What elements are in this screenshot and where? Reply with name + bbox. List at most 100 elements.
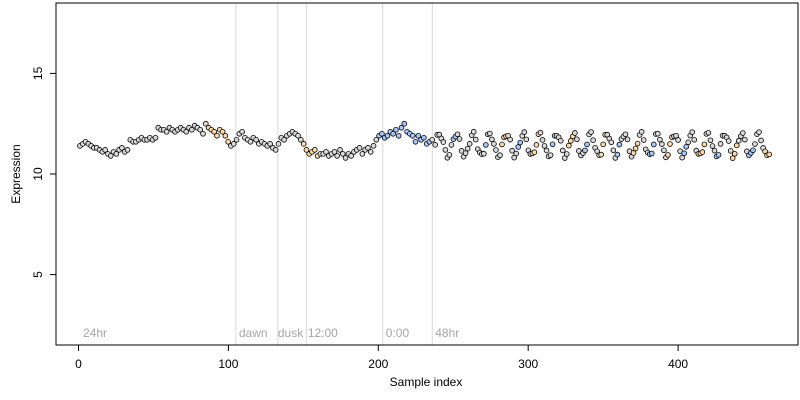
data-point	[239, 128, 245, 135]
data-point	[312, 147, 318, 153]
data-point	[303, 147, 310, 153]
data-point	[557, 137, 564, 144]
data-point	[401, 120, 408, 127]
data-point	[701, 141, 708, 148]
data-point	[699, 149, 706, 155]
data-point	[752, 141, 758, 147]
data-point	[679, 154, 685, 161]
data-point	[574, 136, 580, 143]
data-point	[665, 152, 671, 158]
region-label-0: 24hr	[83, 326, 107, 340]
data-point	[568, 138, 574, 144]
data-point	[608, 139, 615, 146]
data-point	[624, 136, 631, 143]
data-point	[584, 141, 590, 148]
data-point	[630, 150, 637, 156]
data-point	[531, 149, 538, 155]
data-point	[539, 137, 546, 143]
y-axis: 5 10 15	[31, 66, 56, 278]
data-point	[659, 141, 665, 147]
data-point	[588, 129, 594, 135]
region-label-5: 48hr	[435, 326, 459, 340]
region-label-1: dawn	[239, 326, 268, 340]
data-point	[470, 128, 477, 135]
data-point	[202, 120, 209, 127]
data-point	[563, 151, 570, 157]
data-point	[211, 128, 217, 135]
data-point	[717, 141, 724, 147]
data-point	[359, 151, 366, 157]
data-point	[370, 143, 377, 149]
data-point	[493, 147, 499, 153]
data-point	[331, 149, 338, 155]
data-point	[507, 136, 513, 143]
data-point	[667, 141, 673, 147]
data-point	[499, 141, 505, 148]
data-point	[648, 150, 655, 157]
data-point	[163, 128, 170, 135]
data-point	[705, 129, 712, 136]
data-point	[709, 143, 716, 149]
data-point	[458, 148, 465, 154]
data-point	[298, 137, 304, 143]
data-point	[543, 147, 550, 154]
data-point	[189, 126, 195, 133]
data-point	[472, 136, 479, 143]
data-point	[253, 137, 259, 143]
data-point	[183, 128, 190, 135]
data-point	[412, 139, 419, 145]
x-tick-label-1: 100	[218, 357, 238, 371]
data-point	[549, 141, 556, 148]
data-point	[727, 148, 734, 154]
data-point	[572, 130, 578, 136]
data-point	[689, 129, 696, 135]
data-point	[107, 153, 114, 159]
region-label-4: 0:00	[386, 326, 410, 340]
data-point	[725, 138, 732, 144]
data-point	[640, 137, 647, 143]
data-point	[547, 152, 554, 158]
data-point	[442, 147, 449, 153]
x-tick-label-2: 200	[368, 357, 388, 371]
data-point	[750, 147, 756, 154]
data-point	[448, 142, 455, 148]
data-point	[440, 139, 447, 145]
data-point	[197, 126, 204, 133]
data-point	[541, 143, 548, 149]
region-label-2: dusk	[278, 326, 304, 340]
data-point	[491, 141, 497, 147]
data-point	[681, 150, 687, 157]
data-point	[566, 142, 572, 149]
data-point	[124, 147, 131, 153]
data-point	[598, 151, 604, 158]
data-point	[409, 132, 416, 139]
data-point	[740, 130, 746, 136]
x-axis: 0 100 200 300 400	[75, 345, 688, 371]
data-point	[429, 137, 436, 143]
data-point	[454, 131, 461, 138]
data-point	[616, 141, 623, 148]
data-point	[267, 141, 273, 147]
data-point	[582, 147, 588, 154]
data-point	[715, 152, 722, 158]
x-axis-label: Sample index	[390, 375, 463, 389]
data-point	[247, 139, 254, 145]
data-point	[622, 131, 629, 138]
data-point	[655, 130, 661, 137]
y-tick-label-2: 15	[31, 66, 45, 80]
data-point	[300, 141, 307, 147]
data-point	[523, 136, 530, 143]
data-point	[610, 147, 617, 154]
data-point	[711, 147, 718, 154]
y-tick-label-1: 10	[31, 167, 45, 181]
data-point	[513, 150, 519, 157]
data-point	[398, 124, 405, 131]
data-point	[731, 150, 738, 157]
data-point	[323, 149, 329, 155]
data-point	[521, 129, 528, 135]
data-point	[390, 130, 396, 137]
data-point	[342, 155, 349, 161]
region-label-3: 12:00	[308, 326, 338, 340]
data-point	[466, 141, 473, 147]
